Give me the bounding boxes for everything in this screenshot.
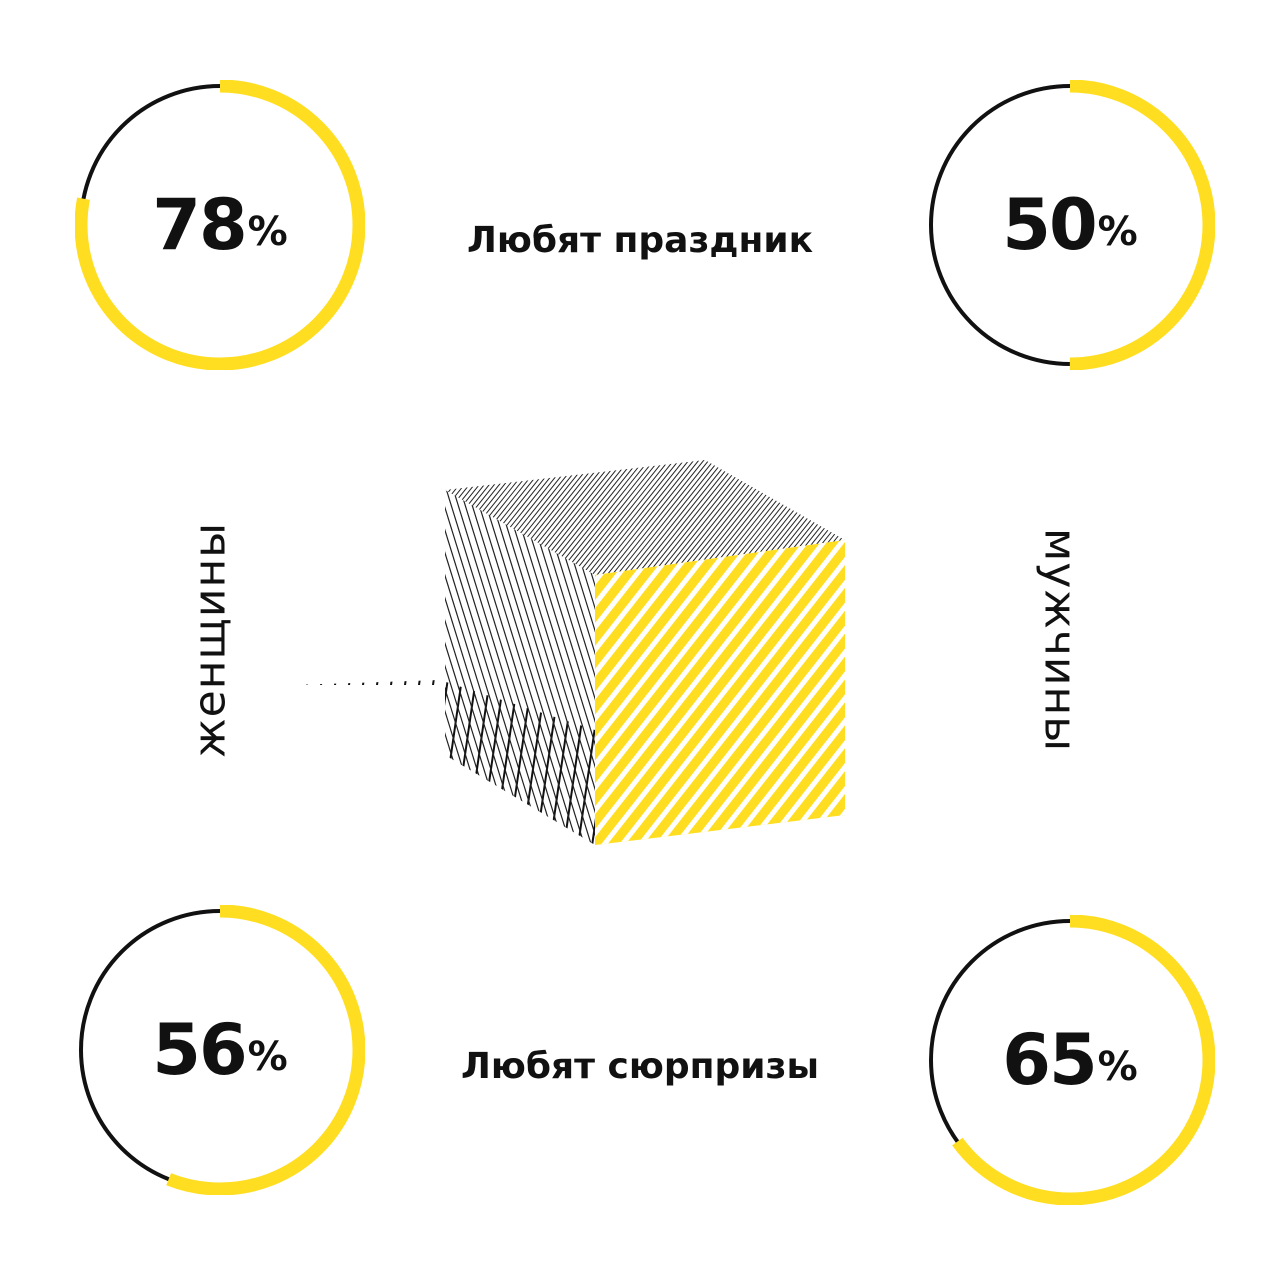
gauge-fill-arc [75,80,365,370]
gauge-value-label: 50% [925,80,1215,370]
gauge-men-surprises: 65% [925,915,1215,1205]
gauge-value: 50 [1002,184,1097,266]
category-label-surprises: Любят сюрпризы [461,1046,819,1087]
cube-front-face [595,540,845,845]
gauge-women-surprises: 56% [75,905,365,1195]
gauge-fill-arc [75,905,365,1195]
gauge-value: 65 [1002,1019,1097,1101]
percent-sign: % [247,209,288,255]
gauge-ring [75,80,365,370]
gauge-value-label: 56% [75,905,365,1195]
gauge-value-label: 78% [75,80,365,370]
gauge-value: 56 [152,1009,247,1091]
gauge-ring [925,915,1215,1205]
gauge-fill-arc [925,915,1215,1205]
striped-cube-illustration [295,460,845,845]
percent-sign: % [1097,209,1138,255]
percent-sign: % [247,1034,288,1080]
percent-sign: % [1097,1044,1138,1090]
gauge-women-holiday: 78% [75,80,365,370]
gauge-value: 78 [152,184,247,266]
category-label-holiday: Любят праздник [466,220,814,261]
group-label-men: мужчины [1034,528,1086,752]
gauge-fill-arc [925,80,1215,370]
gauge-ring [75,905,365,1195]
gauge-ring [925,80,1215,370]
gauge-value-label: 65% [925,915,1215,1205]
group-label-women: женщины [184,521,236,759]
gauge-men-holiday: 50% [925,80,1215,370]
